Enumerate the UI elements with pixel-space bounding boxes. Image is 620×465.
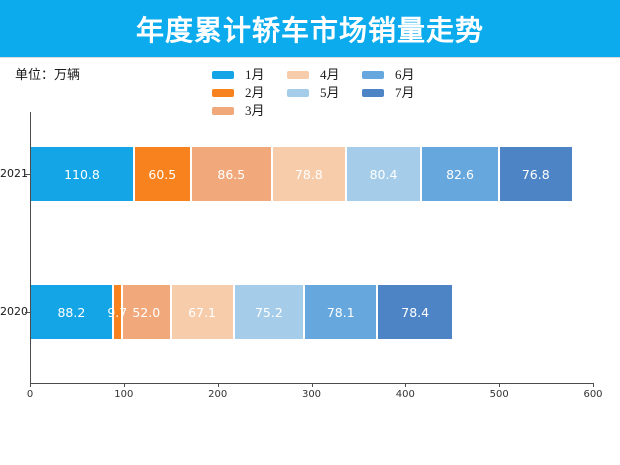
bar-value-label: 86.5 — [217, 166, 246, 182]
legend-item-6月: 6月 — [362, 66, 415, 84]
bar-segment-2021-6月: 82.6 — [422, 147, 500, 201]
bar-segment-2021-7月: 76.8 — [499, 147, 572, 201]
x-tick-mark — [499, 383, 501, 387]
x-tick-mark — [593, 383, 594, 387]
bar-segment-2020-7月: 78.4 — [378, 285, 452, 339]
bar-row-2021: 110.8 60.5 86.5 78.8 80.4 82.6 76.8 — [31, 147, 572, 201]
y-axis-line — [30, 112, 31, 383]
bar-segment-2020-1月: 88.2 — [31, 285, 114, 339]
x-tick-mark — [217, 383, 219, 387]
legend-label: 3月 — [245, 103, 265, 118]
y-tick-mark — [25, 174, 30, 175]
legend-item-2月: 2月 — [212, 84, 265, 102]
x-tick-label: 400 — [395, 389, 415, 400]
bar-value-label: 76.8 — [521, 166, 550, 182]
x-tick-mark — [311, 383, 313, 387]
legend-swatch-icon — [212, 71, 234, 79]
legend-swatch-icon — [212, 107, 234, 115]
bar-value-label: 82.6 — [446, 166, 474, 182]
legend-item-7月: 7月 — [362, 84, 415, 102]
bar-segment-2020-2月: 9.7 — [107, 285, 127, 339]
bar-segment-2021-3月: 86.5 — [191, 147, 273, 201]
x-tick-label: 500 — [489, 389, 509, 400]
bar-value-label: 110.8 — [64, 166, 100, 182]
bar-value-label: 67.1 — [188, 304, 217, 320]
bar-segment-2020-6月: 78.1 — [305, 285, 379, 339]
bar-segment-2021-4月: 78.8 — [272, 147, 347, 201]
y-tick-mark — [25, 312, 30, 313]
bar-segment-2021-1月: 110.8 — [31, 147, 135, 201]
legend-swatch-icon — [362, 89, 384, 97]
unit-label: 单位：万辆 — [15, 67, 81, 82]
x-tick-label: 600 — [583, 389, 603, 400]
bar-segment-2020-5月: 75.2 — [234, 285, 306, 339]
x-tick-label: 300 — [301, 389, 322, 400]
bar-value-label: 75.2 — [254, 304, 283, 320]
chart-title: 年度累计轿车市场销量走势 — [135, 14, 484, 46]
bar-value-label: 78.4 — [401, 304, 430, 320]
bar-value-label: 78.8 — [294, 166, 323, 182]
legend-column: 4月 5月 — [287, 66, 340, 102]
legend-label: 7月 — [395, 85, 415, 100]
bar-row-2020: 88.2 9.7 52.0 67.1 75.2 78.1 78.4 — [31, 285, 452, 339]
legend-column: 1月 2月 3月 — [212, 66, 265, 120]
legend-column: 6月 7月 — [362, 66, 415, 102]
bar-value-label: 9.7 — [107, 304, 128, 320]
x-tick-label: 100 — [114, 389, 134, 400]
y-tick-label-2020: 2020 — [0, 305, 28, 318]
bar-value-label: 78.1 — [326, 304, 355, 320]
legend-item-1月: 1月 — [212, 66, 265, 84]
bar-segment-2020-3月: 52.0 — [122, 285, 172, 339]
legend-swatch-icon — [362, 71, 384, 79]
legend-label: 1月 — [245, 67, 265, 82]
legend-swatch-icon — [287, 71, 309, 79]
y-tick-label-2021: 2021 — [0, 167, 28, 180]
legend-item-4月: 4月 — [287, 66, 340, 84]
legend-item-5月: 5月 — [287, 84, 340, 102]
bar-segment-2021-5月: 80.4 — [346, 147, 423, 201]
title-banner: 年度累计轿车市场销量走势 — [0, 0, 620, 58]
bar-value-label: 52.0 — [132, 304, 161, 320]
legend-swatch-icon — [212, 89, 234, 97]
x-tick-label: 200 — [208, 389, 228, 400]
x-tick-mark — [405, 383, 407, 387]
legend-label: 2月 — [245, 85, 265, 100]
legend-label: 4月 — [320, 67, 340, 82]
x-tick-mark — [123, 383, 125, 387]
bar-value-label: 80.4 — [369, 166, 398, 182]
legend-swatch-icon — [287, 89, 309, 97]
legend-label: 5月 — [320, 85, 340, 100]
legend-item-3月: 3月 — [212, 102, 265, 120]
bar-segment-2020-4月: 67.1 — [171, 285, 235, 339]
x-tick-label: 0 — [26, 389, 34, 400]
bar-value-label: 88.2 — [57, 304, 86, 320]
legend-label: 6月 — [395, 67, 415, 82]
bar-value-label: 60.5 — [148, 166, 177, 182]
x-tick-mark — [30, 383, 31, 387]
bar-segment-2021-2月: 60.5 — [134, 147, 192, 201]
